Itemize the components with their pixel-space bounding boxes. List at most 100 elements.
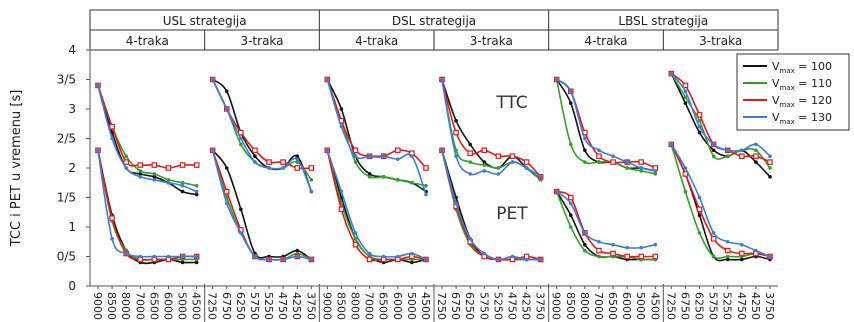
series-point-ttc <box>468 160 472 164</box>
series-point-ttc <box>568 89 573 94</box>
series-point-ttc <box>610 159 616 165</box>
series-point-pet <box>410 251 414 256</box>
series-point-ttc <box>224 89 229 94</box>
series-point-ttc <box>583 148 587 153</box>
series-point-pet <box>638 253 645 260</box>
series-point-pet <box>166 254 171 259</box>
lane-label: 4-traka <box>355 34 398 48</box>
series-point-ttc <box>583 160 587 164</box>
series-point-pet <box>325 148 330 153</box>
series-point-ttc <box>768 154 772 158</box>
series-point-ttc <box>152 175 157 179</box>
x-tick-label: 9000 <box>320 292 333 320</box>
series-point-ttc <box>583 136 587 141</box>
series-point-pet <box>740 257 744 262</box>
series-point-pet <box>239 207 243 212</box>
x-tick-label: 4750 <box>276 292 289 320</box>
series-point-ttc <box>367 172 372 176</box>
series-point-ttc <box>137 162 144 168</box>
series-point-pet <box>583 242 587 247</box>
series-point-ttc <box>339 124 344 129</box>
y-tick-label: 0/5 <box>57 250 76 264</box>
series-point-ttc <box>367 154 372 158</box>
chart-header: USL strategija DSL strategija LBSL strateg… <box>89 9 779 51</box>
x-tick-label: 3750 <box>763 292 776 320</box>
y-tick-label: 1 <box>68 220 76 234</box>
x-tick-label: 4250 <box>520 292 533 320</box>
series-point-pet <box>596 247 602 254</box>
x-tick-label: 4500 <box>419 292 432 320</box>
series-point-pet <box>683 166 688 170</box>
series-point-pet <box>625 245 629 250</box>
series-point-ttc <box>395 147 401 154</box>
series-point-ttc <box>239 136 243 141</box>
series-point-ttc <box>767 159 773 165</box>
series-point-ttc <box>308 165 315 171</box>
series-point-pet <box>295 248 300 253</box>
x-tick-label: 8000 <box>349 292 362 320</box>
series-point-pet <box>739 250 745 257</box>
series-point-pet <box>754 248 758 253</box>
series-point-ttc <box>597 160 601 164</box>
series-point-ttc <box>138 172 143 176</box>
x-tick-label: 7250 <box>664 292 677 320</box>
series-point-ttc <box>482 169 487 173</box>
series-point-ttc <box>325 77 330 82</box>
series-point-pet <box>295 254 300 259</box>
series-point-pet <box>624 253 630 260</box>
x-tick-label: 9000 <box>91 292 104 320</box>
series-point-pet <box>210 148 215 153</box>
series-point-ttc <box>754 148 758 153</box>
series-point-ttc <box>440 77 444 82</box>
series-point-ttc <box>453 129 459 136</box>
series-point-pet <box>468 237 472 241</box>
x-tick-label: 7250 <box>206 292 219 320</box>
lane-label: 4-traka <box>126 34 169 48</box>
x-tick-label: 6000 <box>391 292 404 320</box>
series-point-ttc <box>568 142 573 147</box>
series-point-ttc <box>467 150 473 157</box>
series-point-ttc <box>754 160 758 164</box>
series-point-ttc <box>124 166 128 170</box>
x-tick-label: 4250 <box>749 292 762 320</box>
series-point-ttc <box>180 189 185 194</box>
series-point-ttc <box>396 178 400 182</box>
series-point-pet <box>538 257 543 262</box>
series-point-pet <box>454 201 458 206</box>
series-point-ttc <box>739 153 745 160</box>
x-tick-label: 6750 <box>449 292 462 320</box>
series-point-pet <box>224 201 229 206</box>
series-point-pet <box>180 260 185 265</box>
x-tick-label: 5000 <box>405 292 418 320</box>
series-point-pet <box>697 213 702 217</box>
series-point-ttc <box>424 183 428 188</box>
series-point-ttc <box>625 166 629 170</box>
series-point-ttc <box>281 166 285 170</box>
series-point-ttc <box>295 157 300 161</box>
x-tick-label: 5000 <box>176 292 189 320</box>
series-point-ttc <box>639 166 644 170</box>
x-tick-label: 4750 <box>505 292 518 320</box>
series-point-pet <box>725 257 730 262</box>
series-point-pet <box>353 237 358 241</box>
y-tick-label: 3 <box>68 102 76 116</box>
series-point-ttc <box>294 165 301 171</box>
series-point-pet <box>109 215 115 221</box>
series-point-ttc <box>596 153 602 160</box>
series-point-pet <box>309 257 314 262</box>
series-point-ttc <box>740 148 744 153</box>
x-tick-label: 5250 <box>262 292 275 320</box>
series-point-pet <box>597 239 601 244</box>
series-point-pet <box>725 239 730 244</box>
series-point-ttc <box>711 148 716 153</box>
series-point-ttc <box>309 178 314 182</box>
series-point-pet <box>124 251 128 256</box>
series-point-ttc <box>180 180 185 185</box>
series-point-ttc <box>510 160 515 164</box>
x-tick-label: 4500 <box>648 292 661 320</box>
series-point-pet <box>352 241 359 248</box>
x-tick-label: 7250 <box>435 292 448 320</box>
y-tick-label: 0 <box>68 279 76 293</box>
series-point-ttc <box>768 166 772 170</box>
